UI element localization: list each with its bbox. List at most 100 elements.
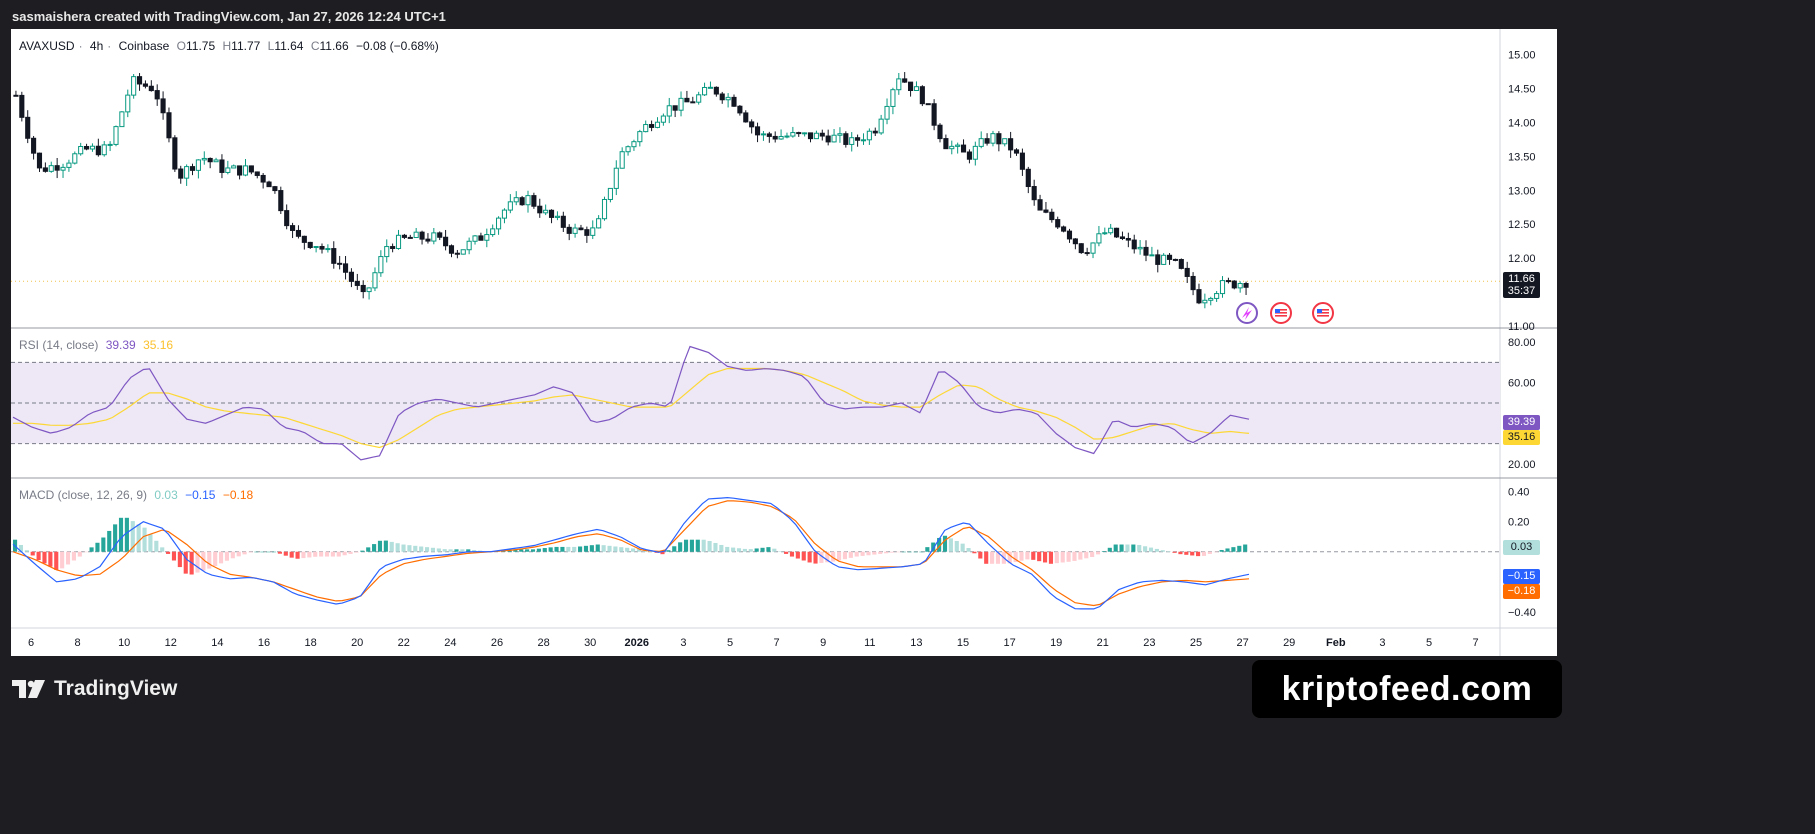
histogram-bar xyxy=(925,547,930,552)
candle-down xyxy=(719,93,725,101)
histogram-bar xyxy=(54,551,59,570)
macd-y-tick-label: 0.40 xyxy=(1508,487,1529,499)
candle-down xyxy=(260,174,266,183)
histogram-bar xyxy=(1237,545,1242,552)
histogram-bar xyxy=(931,542,936,552)
candle-up xyxy=(72,153,78,164)
chart-area[interactable]: 6 8 10 12 14 16 18 20 22 24 26 28 30 2026 3 5 7 9 11 13 15 17… xyxy=(11,29,1557,656)
candle-down xyxy=(189,166,196,171)
price-badge: 11.66 35:37 xyxy=(1503,272,1540,298)
histogram-bar xyxy=(48,551,53,567)
y-tick-label: 13.00 xyxy=(1508,185,1536,197)
chart-canvas[interactable]: 6 8 10 12 14 16 18 20 22 24 26 28 30 2026 3 5 7 9 11 13 15 17… xyxy=(11,29,1557,656)
candle-up xyxy=(496,217,502,230)
histogram-bar xyxy=(177,551,182,568)
candle-up xyxy=(1219,280,1226,295)
candle-down xyxy=(31,137,37,154)
candle-down xyxy=(25,116,31,139)
histogram-bar xyxy=(224,551,230,561)
candle-up xyxy=(1108,227,1114,234)
macd-legend: MACD (close, 12, 26, 9) 0.03 −0.15 −0.18 xyxy=(19,488,257,502)
chart-caption: sasmaishera created with TradingView.com… xyxy=(12,9,446,24)
histogram-bar xyxy=(436,548,441,552)
candle-up xyxy=(1137,246,1143,250)
candle-up xyxy=(66,162,72,168)
candle-down xyxy=(966,151,972,160)
rsi-title[interactable]: RSI (14, close) xyxy=(19,338,99,352)
candle-down xyxy=(1196,289,1202,304)
histogram-bar xyxy=(266,551,271,553)
candle-up xyxy=(372,272,378,289)
candle-down xyxy=(1037,199,1043,211)
histogram-bar xyxy=(1054,551,1059,564)
histogram-bar xyxy=(1231,547,1236,552)
histogram-bar xyxy=(572,546,577,552)
histogram-bar xyxy=(1060,551,1065,563)
histogram-bar xyxy=(219,551,224,564)
histogram-bar xyxy=(613,546,618,552)
histogram-bar xyxy=(519,549,524,552)
histogram-bar xyxy=(1007,551,1012,564)
tradingview-logo-text: TradingView xyxy=(54,677,178,700)
histogram-bar xyxy=(242,551,247,555)
candle-down xyxy=(531,195,537,207)
histogram-bar xyxy=(442,549,447,552)
interval-label[interactable]: 4h xyxy=(89,39,104,53)
candle-down xyxy=(713,86,719,95)
histogram-bar xyxy=(1119,544,1124,552)
histogram-bar xyxy=(1225,548,1230,552)
histogram-bar xyxy=(1160,550,1165,552)
rsi-legend: RSI (14, close) 39.39 35.16 xyxy=(19,338,177,352)
histogram-bar xyxy=(254,551,259,553)
histogram-bar xyxy=(530,549,536,552)
histogram-bar xyxy=(625,547,630,552)
candle-down xyxy=(1243,282,1249,288)
x-tick-label: 9 xyxy=(820,637,826,649)
candle-down xyxy=(919,86,925,105)
x-tick-label: 17 xyxy=(1003,637,1015,649)
histogram-bar xyxy=(1025,551,1030,560)
candle-down xyxy=(819,132,825,137)
histogram-bar xyxy=(77,551,82,557)
candle-down xyxy=(1066,230,1073,240)
tradingview-logo[interactable]: TradingView xyxy=(12,675,177,703)
x-tick-label: 29 xyxy=(1283,637,1295,649)
histogram-bar xyxy=(990,551,995,564)
candle-down xyxy=(266,181,272,188)
flag-stripe xyxy=(1317,315,1329,317)
x-tick-label: 23 xyxy=(1143,637,1155,649)
rsi-line xyxy=(12,345,1250,461)
candle-up xyxy=(78,145,84,155)
y-tick-label: 11.00 xyxy=(1508,321,1535,333)
histogram-bar xyxy=(583,545,589,552)
lightning-shape xyxy=(1242,307,1252,320)
histogram-bar xyxy=(801,551,806,561)
candle-up xyxy=(831,134,837,143)
histogram-bar xyxy=(601,545,606,552)
histogram-bar xyxy=(895,551,900,553)
histogram-bar xyxy=(813,551,818,564)
rsi-ma-value: 35.16 xyxy=(143,338,174,352)
candle-down xyxy=(925,103,931,106)
x-tick-label: 15 xyxy=(957,637,969,649)
candle-up xyxy=(525,195,531,206)
histogram-bar xyxy=(118,517,124,552)
histogram-bar xyxy=(666,550,671,552)
x-tick-label: 16 xyxy=(258,637,270,649)
x-tick-label: 2026 xyxy=(625,637,649,649)
flag-canton xyxy=(1275,309,1280,313)
macd-title[interactable]: MACD (close, 12, 26, 9) xyxy=(19,488,148,502)
close-value: 11.66 xyxy=(319,39,349,53)
candle-down xyxy=(984,138,990,144)
candle-down xyxy=(1131,239,1137,250)
candle-down xyxy=(84,145,90,150)
candle-down xyxy=(807,132,814,140)
histogram-bar xyxy=(825,551,830,563)
histogram-bar xyxy=(71,551,76,561)
histogram-bar xyxy=(525,549,530,552)
y-tick-label: 12.00 xyxy=(1508,253,1536,265)
histogram-bar xyxy=(60,551,65,569)
price-legend: AVAXUSD · 4h · Coinbase O11.75 H11.77 L11.… xyxy=(19,39,439,53)
candle-down xyxy=(354,280,360,286)
symbol-label[interactable]: AVAXUSD xyxy=(19,39,75,53)
